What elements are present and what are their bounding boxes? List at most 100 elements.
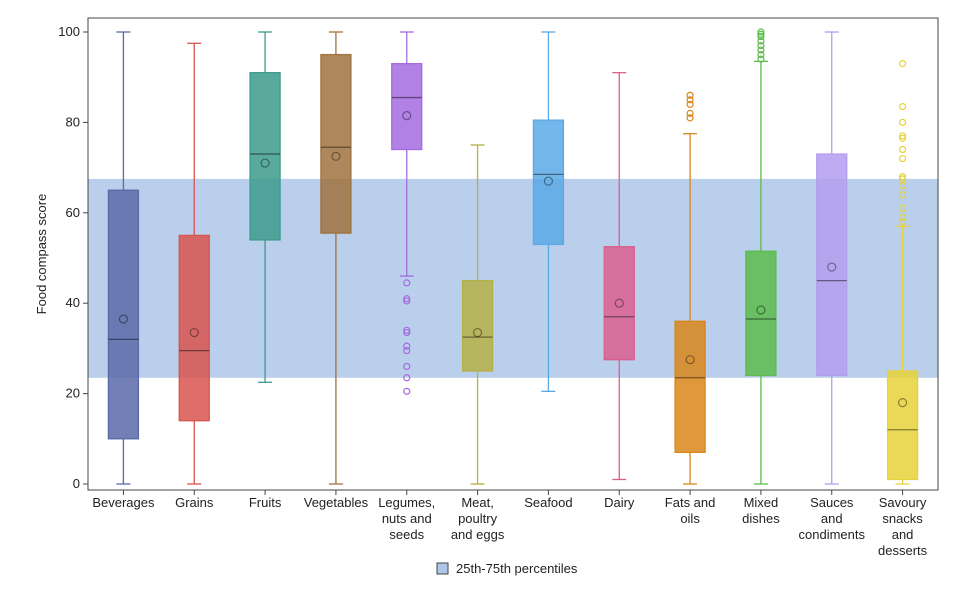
outlier-point — [898, 145, 907, 154]
x-tick-label: Meat, poultry and eggs — [451, 495, 505, 542]
outlier-point — [898, 175, 907, 183]
outlier-point — [403, 297, 411, 305]
outlier-point — [898, 132, 907, 140]
x-tick-label: Dairy — [604, 495, 635, 510]
x-tick-label-line: seeds — [389, 527, 424, 542]
box-beverages — [107, 31, 140, 485]
x-tick-label: Vegetables — [304, 495, 369, 510]
outlier-point — [686, 100, 694, 108]
x-tick-label-line: Sauces — [810, 495, 854, 510]
x-tick-label: Legumes, nuts and seeds — [378, 495, 435, 542]
iqr-box — [886, 370, 919, 481]
x-tick-label-line: Savoury — [879, 495, 927, 510]
mean-marker — [543, 176, 554, 186]
outlier-point — [403, 326, 411, 334]
iqr-box — [391, 62, 423, 151]
y-tick-label: 100 — [58, 24, 80, 39]
box-fruits — [249, 31, 281, 383]
x-tick-label-line: dishes — [742, 511, 780, 526]
x-tick-label: Fats and oils — [665, 495, 716, 526]
outlier-point — [757, 37, 765, 45]
legend: 25th-75th percentiles — [436, 561, 578, 576]
iqr-box — [461, 279, 494, 372]
x-tick-label: Seafood — [524, 495, 572, 510]
outlier-point — [403, 374, 411, 382]
x-tick-label-line: Fats and — [665, 495, 716, 510]
outlier-point — [686, 96, 694, 104]
x-tick-label: Mixed dishes — [742, 495, 780, 526]
outlier-point — [898, 213, 907, 221]
mean-marker — [614, 298, 624, 308]
y-tick-label: 20 — [66, 386, 80, 401]
mean-marker — [827, 262, 837, 272]
outlier-point — [898, 218, 907, 226]
outlier-point — [757, 46, 765, 54]
mean-marker — [897, 398, 908, 408]
box-grains — [178, 42, 210, 485]
outlier-point — [757, 28, 765, 36]
x-tick-label-line: nuts and — [382, 511, 432, 526]
x-tick-label-line: oils — [680, 511, 700, 526]
iqr-box — [107, 189, 140, 440]
iqr-box — [674, 320, 706, 454]
legend-swatch — [436, 562, 449, 575]
x-tick-label-line: Fruits — [249, 495, 282, 510]
outlier-point — [898, 134, 907, 142]
outlier-point — [403, 342, 411, 350]
x-tick-label-line: Vegetables — [304, 495, 369, 510]
outlier-point — [757, 55, 765, 63]
y-axis-title: Food compass score — [34, 194, 49, 315]
outlier-point — [757, 30, 765, 38]
outlier-point — [403, 279, 411, 287]
outlier-point — [686, 109, 694, 117]
mean-marker — [402, 111, 412, 121]
outlier-point — [403, 347, 411, 355]
box-legumes-nuts-and-seeds — [391, 31, 423, 395]
iqr-box — [249, 72, 281, 241]
outlier-point — [757, 50, 765, 59]
box-meat-poultry-and-eggs — [461, 144, 494, 485]
x-tick-label-line: Beverages — [92, 495, 155, 510]
iqr-box — [816, 153, 848, 377]
mean-marker — [331, 151, 341, 161]
box-savoury-snacks-and-desserts — [886, 60, 919, 485]
x-tick-label: Savoury snacks and desserts — [878, 495, 928, 558]
box-vegetables — [320, 31, 352, 485]
y-tick-label: 40 — [66, 295, 80, 310]
box-series — [107, 28, 919, 485]
percentile-band — [88, 178, 938, 378]
x-tick-label: Beverages — [92, 495, 155, 510]
x-tick-label-line: and — [821, 511, 843, 526]
y-tick-label: 80 — [66, 114, 80, 129]
outlier-point — [898, 182, 907, 190]
x-tick-label-line: Seafood — [524, 495, 572, 510]
x-tick-label-line: snacks — [882, 511, 923, 526]
outlier-point — [403, 295, 411, 303]
mean-marker — [189, 327, 199, 338]
x-axis: Beverages Grains Fruits Vegetables Legumes, n… — [92, 490, 928, 558]
iqr-box — [603, 246, 635, 361]
mean-marker — [260, 158, 270, 168]
outlier-point — [898, 173, 907, 181]
plot-frame — [87, 17, 939, 491]
mean-marker — [472, 327, 483, 338]
x-tick-label: Sauces and condiments — [799, 495, 866, 542]
x-tick-label-line: poultry — [458, 511, 498, 526]
x-tick-label-line: desserts — [878, 543, 928, 558]
x-tick-label-line: condiments — [799, 527, 866, 542]
box-dairy — [603, 72, 635, 481]
x-tick-label-line: Legumes, — [378, 495, 435, 510]
iqr-box — [532, 119, 565, 246]
outlier-point — [686, 91, 694, 99]
x-tick-label: Fruits — [249, 495, 282, 510]
mean-marker — [685, 355, 695, 365]
outlier-point — [898, 102, 907, 111]
y-tick-label: 60 — [66, 205, 80, 220]
x-tick-label-line: Meat, — [461, 495, 494, 510]
x-tick-label: Grains — [175, 495, 214, 510]
mean-marker — [118, 314, 129, 324]
box-sauces-and-condiments — [816, 31, 848, 485]
outlier-point — [403, 328, 411, 337]
iqr-box — [320, 53, 352, 234]
